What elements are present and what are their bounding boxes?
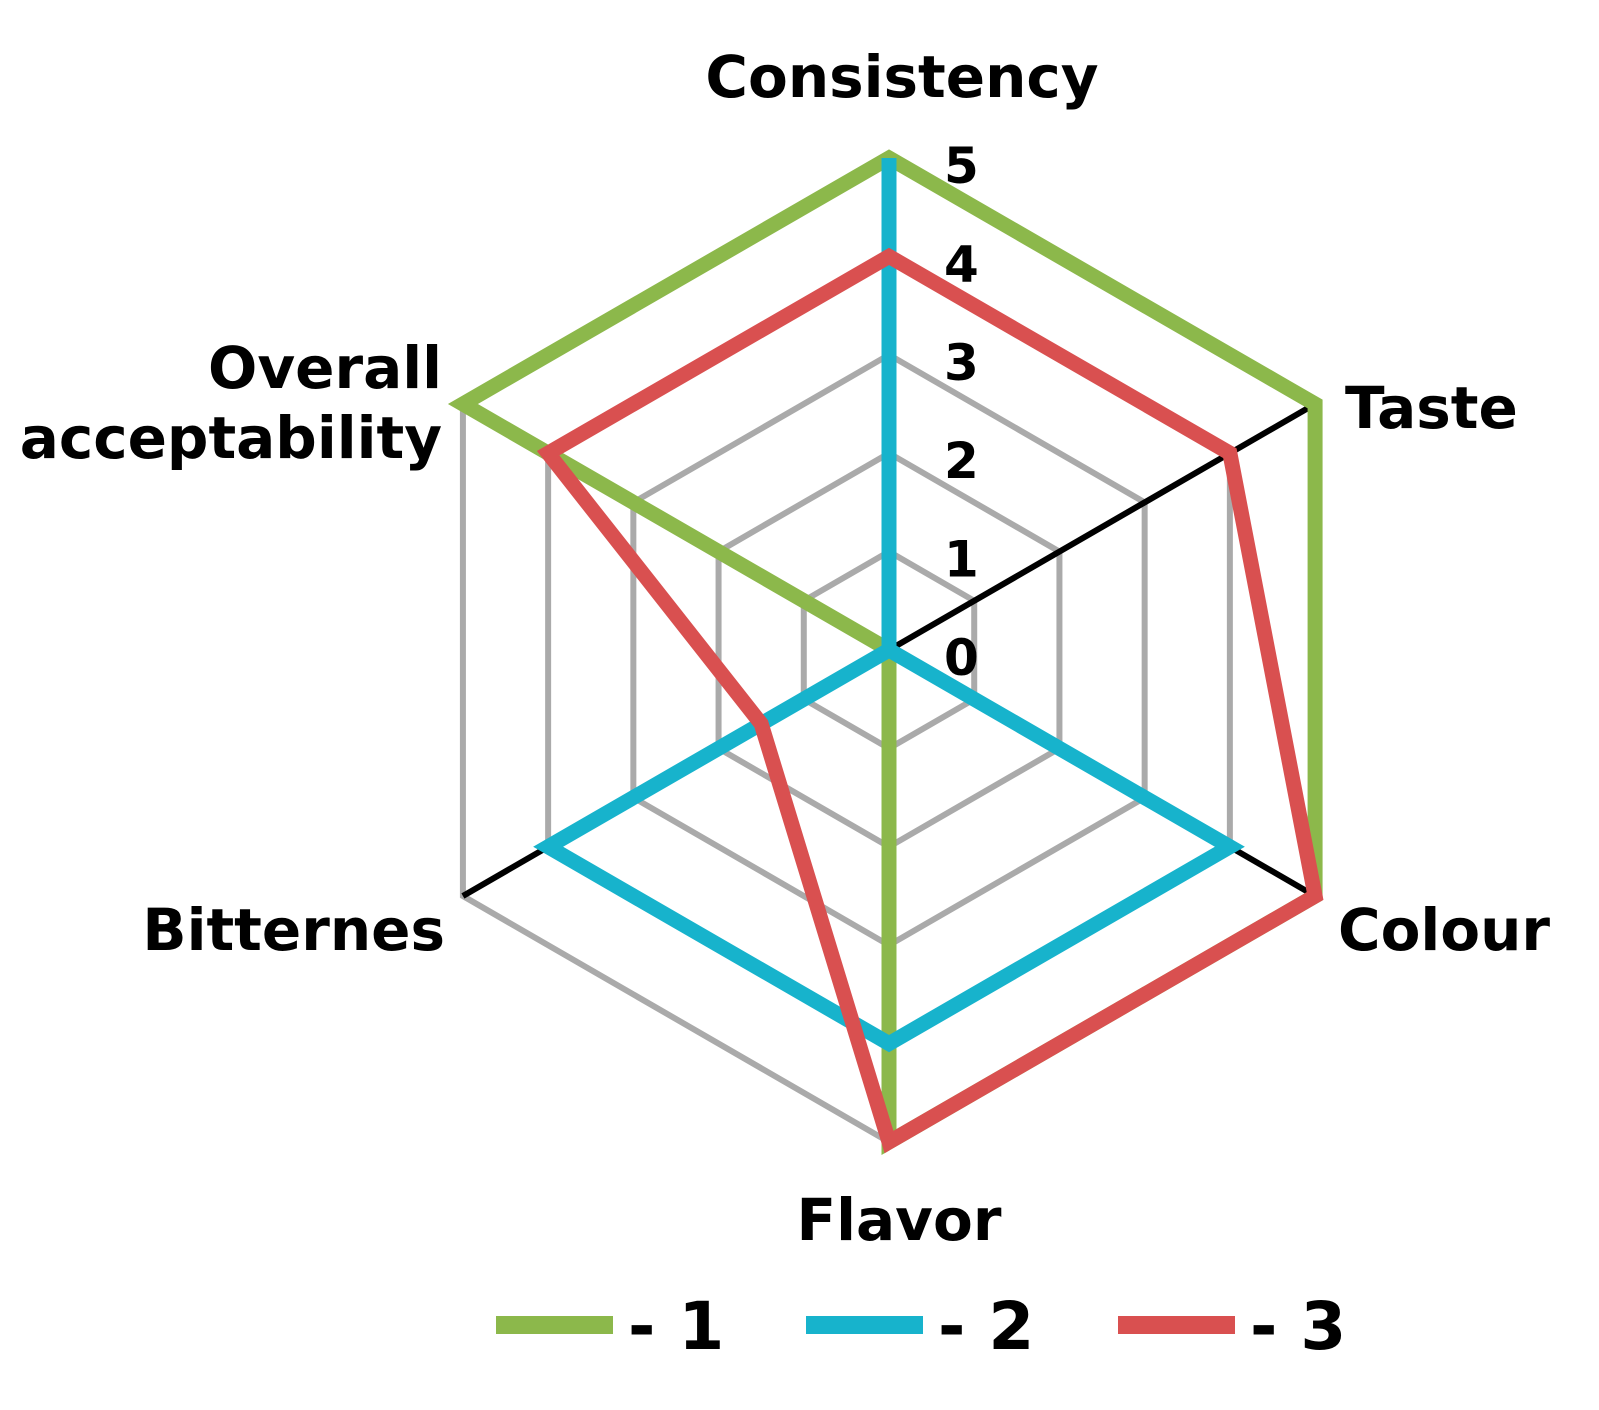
axis-label-taste: Taste <box>1345 374 1518 442</box>
tick-label-1: 1 <box>944 531 979 589</box>
axis-label-line: Colour <box>1338 896 1550 964</box>
axis-label-line: acceptability <box>20 404 442 472</box>
tick-label-0: 0 <box>944 629 979 687</box>
axis-label-colour: Colour <box>1338 896 1550 964</box>
axis-label-overall-acceptability: Overall acceptability <box>20 334 442 472</box>
axis-label-line: Taste <box>1345 374 1518 442</box>
axis-label-consistency: Consistency <box>705 43 1098 111</box>
legend-label-2: - 2 <box>938 1288 1034 1365</box>
tick-labels: 0 1 2 3 4 5 <box>944 137 979 687</box>
tick-label-3: 3 <box>944 334 979 392</box>
tick-label-5: 5 <box>944 137 979 195</box>
axis-label-line: Flavor <box>797 1186 1002 1254</box>
axis-labels: Consistency Taste Colour Flavor Bitternes Ove… <box>20 43 1551 1254</box>
series-3-line <box>536 247 1324 1154</box>
tick-label-2: 2 <box>944 432 979 490</box>
series-2-line <box>533 158 1245 1053</box>
axis-label-line: Bitternes <box>142 896 445 964</box>
axis-spoke-2 <box>887 401 1317 653</box>
axis-label-line: Overall <box>208 334 442 402</box>
axis-label-flavor: Flavor <box>797 1186 1002 1254</box>
legend-label-3: - 3 <box>1250 1288 1346 1365</box>
axis-label-line: Consistency <box>705 43 1098 111</box>
legend-label-1: - 1 <box>628 1288 724 1365</box>
tick-label-4: 4 <box>944 235 979 293</box>
legend: - 1 - 2 - 3 <box>496 1288 1346 1365</box>
series <box>447 149 1324 1155</box>
axis-label-bitternes: Bitternes <box>142 896 445 964</box>
